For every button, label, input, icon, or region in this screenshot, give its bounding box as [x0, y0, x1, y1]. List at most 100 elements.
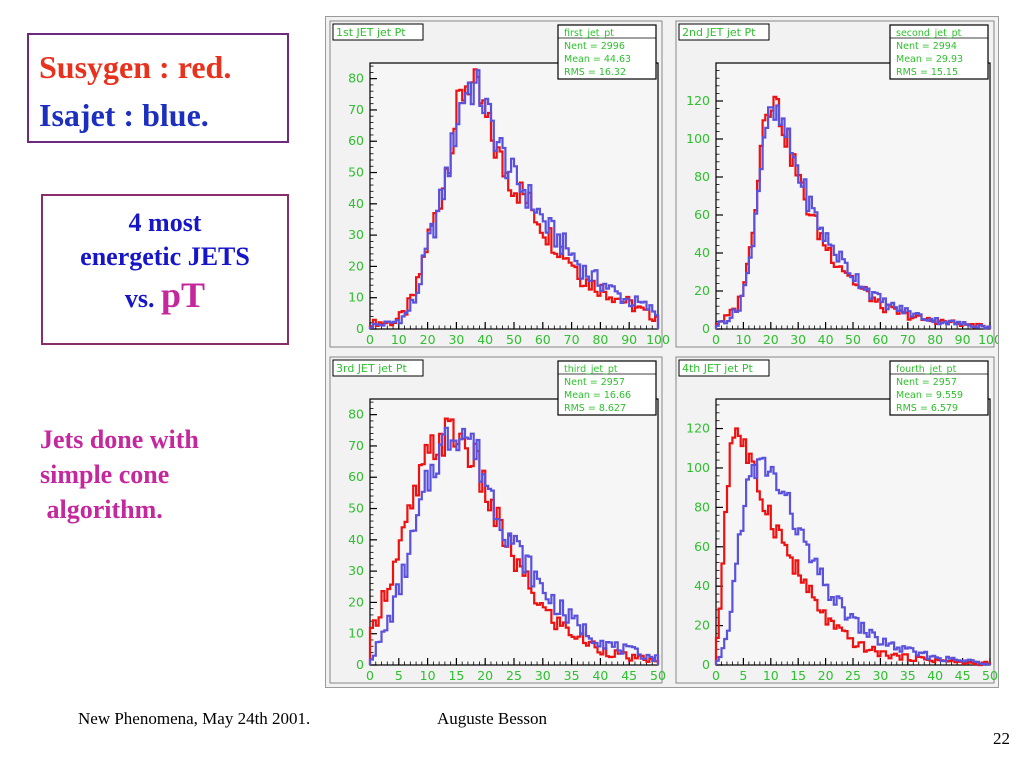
topic-box: 4 most energetic JETS vs. pT: [41, 194, 289, 345]
x-tick-label: 50: [650, 668, 666, 683]
x-tick-label: 45: [621, 668, 637, 683]
stats-rms: RMS = 15.15: [896, 67, 958, 78]
histogram-canvas: 1st JET jet Pt first_jet_pt Nent = 2996 Mea…: [329, 20, 1002, 684]
y-tick-label: 20: [694, 283, 710, 298]
x-tick-label: 70: [564, 332, 580, 347]
histogram-title-box: [678, 359, 770, 377]
y-tick-label: 10: [348, 290, 364, 305]
y-tick-label: 80: [348, 71, 364, 86]
x-tick-label: 40: [477, 332, 493, 347]
y-tick-label: 80: [694, 169, 710, 184]
x-tick-label: 0: [712, 668, 720, 683]
x-tick-label: 90: [621, 332, 637, 347]
y-tick-label: 120: [686, 93, 710, 108]
histogram-title: 2nd JET jet Pt: [682, 26, 756, 39]
stats-mean: Mean = 44.63: [564, 54, 631, 65]
legend-susygen: Susygen : red.: [39, 49, 232, 85]
histogram-title: 1st JET jet Pt: [336, 26, 406, 39]
x-tick-label: 20: [763, 332, 779, 347]
stats-box: [557, 24, 657, 80]
x-tick-label: 60: [535, 332, 551, 347]
topic-line-3: vs. pT: [43, 275, 287, 316]
histogram-title: 3rd JET jet Pt: [336, 362, 407, 375]
y-tick-label: 80: [348, 407, 364, 422]
x-tick-label: 15: [448, 668, 464, 683]
histogram-isajet: [368, 426, 660, 665]
stats-box: [889, 24, 989, 80]
x-tick-label: 0: [366, 668, 374, 683]
plot-frame: [369, 398, 659, 666]
histogram-isajet: [368, 69, 660, 329]
y-tick-label: 20: [348, 258, 364, 273]
legend-box: Susygen : red. Isajet : blue.: [27, 33, 289, 143]
histogram-title: 4th JET jet Pt: [682, 362, 753, 375]
x-tick-label: 20: [818, 668, 834, 683]
x-tick-label: 100: [646, 332, 670, 347]
x-tick-label: 10: [420, 668, 436, 683]
stats-rms: RMS = 16.32: [564, 67, 626, 78]
x-tick-label: 70: [900, 332, 916, 347]
topic-pt: pT: [161, 275, 206, 315]
topic-vs: vs.: [124, 284, 162, 313]
x-tick-label: 10: [763, 668, 779, 683]
y-tick-label: 70: [348, 102, 364, 117]
stats-entries: Nent = 2957: [896, 377, 957, 388]
y-tick-label: 80: [694, 499, 710, 514]
x-tick-label: 20: [477, 668, 493, 683]
histogram-pad-1: 1st JET jet Pt first_jet_pt Nent = 2996 Mea…: [329, 20, 670, 348]
stats-box: [557, 360, 657, 416]
y-tick-label: 40: [694, 245, 710, 260]
histogram-isajet: [714, 456, 992, 666]
x-tick-label: 60: [872, 332, 888, 347]
stats-box: [889, 360, 989, 416]
y-tick-label: 100: [686, 131, 710, 146]
x-tick-label: 10: [735, 332, 751, 347]
x-tick-label: 30: [448, 332, 464, 347]
histogram-pad-4: 4th JET jet Pt fourth_jet_pt Nent = 2957 Me…: [675, 356, 998, 684]
x-tick-label: 40: [927, 668, 943, 683]
stats-name: fourth_jet_pt: [896, 364, 957, 375]
x-tick-label: 20: [420, 332, 436, 347]
x-tick-label: 90: [955, 332, 971, 347]
x-tick-label: 50: [845, 332, 861, 347]
plot-frame: [715, 398, 991, 666]
histogram-figure: 1st JET jet Pt first_jet_pt Nent = 2996 Mea…: [325, 16, 1002, 688]
histogram-isajet: [714, 104, 992, 330]
x-tick-label: 40: [818, 332, 834, 347]
y-tick-label: 20: [348, 594, 364, 609]
x-tick-label: 15: [790, 668, 806, 683]
histogram-susygen: [368, 68, 660, 329]
y-tick-label: 60: [694, 539, 710, 554]
page-number: 22: [993, 729, 1010, 748]
y-tick-label: 40: [348, 532, 364, 547]
stats-entries: Nent = 2994: [896, 41, 957, 52]
histogram-susygen: [368, 417, 660, 665]
x-tick-label: 25: [506, 668, 522, 683]
histogram-title-box: [678, 23, 770, 41]
x-tick-label: 45: [955, 668, 971, 683]
y-tick-label: 50: [348, 165, 364, 180]
legend-isajet: Isajet : blue.: [39, 97, 209, 133]
y-tick-label: 40: [694, 578, 710, 593]
y-tick-label: 120: [686, 421, 710, 436]
topic-line-1: 4 most: [128, 208, 202, 237]
x-tick-label: 30: [790, 332, 806, 347]
x-tick-label: 80: [592, 332, 608, 347]
x-tick-label: 80: [927, 332, 943, 347]
stats-rms: RMS = 8.627: [564, 403, 626, 414]
x-tick-label: 50: [506, 332, 522, 347]
stats-rms: RMS = 6.579: [896, 403, 958, 414]
x-tick-label: 50: [982, 668, 998, 683]
y-tick-label: 70: [348, 438, 364, 453]
y-tick-label: 0: [702, 657, 710, 672]
footer-event: New Phenomena, May 24th 2001.: [78, 709, 311, 728]
stats-name: third_jet_pt: [564, 364, 618, 375]
x-tick-label: 40: [592, 668, 608, 683]
x-tick-label: 0: [712, 332, 720, 347]
histogram-title-box: [332, 23, 424, 41]
topic-line-2: energetic JETS: [80, 242, 250, 271]
y-tick-label: 100: [686, 460, 710, 475]
stats-mean: Mean = 16.66: [564, 390, 631, 401]
footer-author: Auguste Besson: [437, 709, 548, 728]
histogram-pad-2: 2nd JET jet Pt second_jet_pt Nent = 2994 Me…: [675, 20, 1002, 348]
